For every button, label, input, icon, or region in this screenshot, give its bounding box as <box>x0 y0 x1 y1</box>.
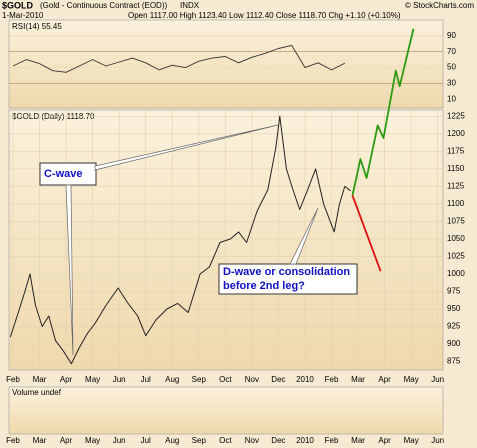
x-tick-label: Sep <box>192 375 207 384</box>
x-tick-label: Aug <box>165 375 179 384</box>
x-tick-label: Apr <box>378 375 391 384</box>
x-tick-label: Feb <box>325 375 339 384</box>
rsi-label: RSI(14) 55.45 <box>12 22 62 31</box>
y-tick-label: 875 <box>447 357 461 366</box>
quote-date: 1-Mar-2010 <box>2 11 44 20</box>
x-tick-label: Dec <box>271 436 285 445</box>
x-tick-label: Sep <box>192 436 207 445</box>
price-line <box>351 28 415 196</box>
x-tick-label: Mar <box>351 375 365 384</box>
x-tick-label: May <box>404 375 419 384</box>
volume-label: Volume undef <box>12 388 62 397</box>
x-tick-label: Jun <box>113 375 126 384</box>
y-tick-label: 1050 <box>447 234 465 243</box>
x-tick-label: Jun <box>431 375 444 384</box>
x-tick-label: Oct <box>219 375 232 384</box>
x-tick-label: Feb <box>6 436 20 445</box>
x-tick-label: Jul <box>141 436 151 445</box>
instrument-name: (Gold - Continuous Contract (EOD)) <box>40 1 167 10</box>
x-tick-label: Feb <box>325 436 339 445</box>
y-tick-label: 1075 <box>447 217 465 226</box>
quote: Open 1117.00 High 1123.40 Low 1112.40 Cl… <box>128 11 401 20</box>
y-tick-label: 925 <box>447 322 461 331</box>
x-tick-label: Jun <box>431 436 444 445</box>
volume-panel <box>8 386 444 435</box>
x-tick-label: Mar <box>351 436 365 445</box>
callout <box>289 207 319 265</box>
y-tick-label: 1150 <box>447 164 465 173</box>
y-tick-label: 900 <box>447 339 461 348</box>
x-tick-label: Apr <box>60 436 73 445</box>
annotation: C-wave <box>44 168 83 180</box>
x-tick-label: Nov <box>245 375 259 384</box>
x-tick-label: Apr <box>378 436 391 445</box>
y-tick-label: 1125 <box>447 181 465 190</box>
x-tick-label: Nov <box>245 436 259 445</box>
y-tick-label: 1025 <box>447 252 465 261</box>
x-tick-label: May <box>404 436 419 445</box>
y-tick-label: 950 <box>447 304 461 313</box>
callout <box>65 184 74 356</box>
y-tick-label: 1100 <box>447 199 465 208</box>
y-tick-label: 10 <box>447 94 456 103</box>
x-tick-label: 2010 <box>296 436 314 445</box>
rsi-panel <box>8 19 444 109</box>
symbol: $GOLD <box>2 0 34 10</box>
x-tick-label: 2010 <box>296 375 314 384</box>
x-tick-label: Aug <box>165 436 179 445</box>
annotation: D-wave or consolidation <box>223 266 350 278</box>
copyright: © StockCharts.com <box>405 1 474 10</box>
x-tick-label: Mar <box>33 436 47 445</box>
price-line <box>9 115 351 365</box>
x-tick-label: May <box>85 436 100 445</box>
price-line <box>351 195 382 272</box>
callout <box>94 124 279 171</box>
x-tick-label: Jun <box>113 436 126 445</box>
x-tick-label: Mar <box>33 375 47 384</box>
y-tick-label: 1000 <box>447 269 465 278</box>
y-tick-label: 30 <box>447 79 456 88</box>
price-label: $GOLD (Daily) 1118.70 <box>12 112 95 121</box>
x-tick-label: Jul <box>141 375 151 384</box>
x-tick-label: Feb <box>6 375 20 384</box>
x-tick-label: Apr <box>60 375 73 384</box>
marks: Feb Feb Mar Mar Apr Apr May May Jun Jun Jul Jul Aug A… <box>6 28 465 445</box>
x-tick-label: May <box>85 375 100 384</box>
y-tick-label: 1200 <box>447 129 465 138</box>
y-tick-label: 70 <box>447 47 456 56</box>
y-tick-label: 975 <box>447 287 461 296</box>
exchange: INDX <box>180 1 200 10</box>
x-tick-label: Dec <box>271 375 285 384</box>
y-tick-label: 90 <box>447 31 456 40</box>
annotation: before 2nd leg? <box>223 280 305 292</box>
rsi-line <box>12 44 346 73</box>
y-tick-label: 1175 <box>447 146 465 155</box>
annotation-box <box>218 263 358 295</box>
y-tick-label: 50 <box>447 63 456 72</box>
y-tick-label: 1225 <box>447 111 465 120</box>
x-tick-label: Oct <box>219 436 232 445</box>
